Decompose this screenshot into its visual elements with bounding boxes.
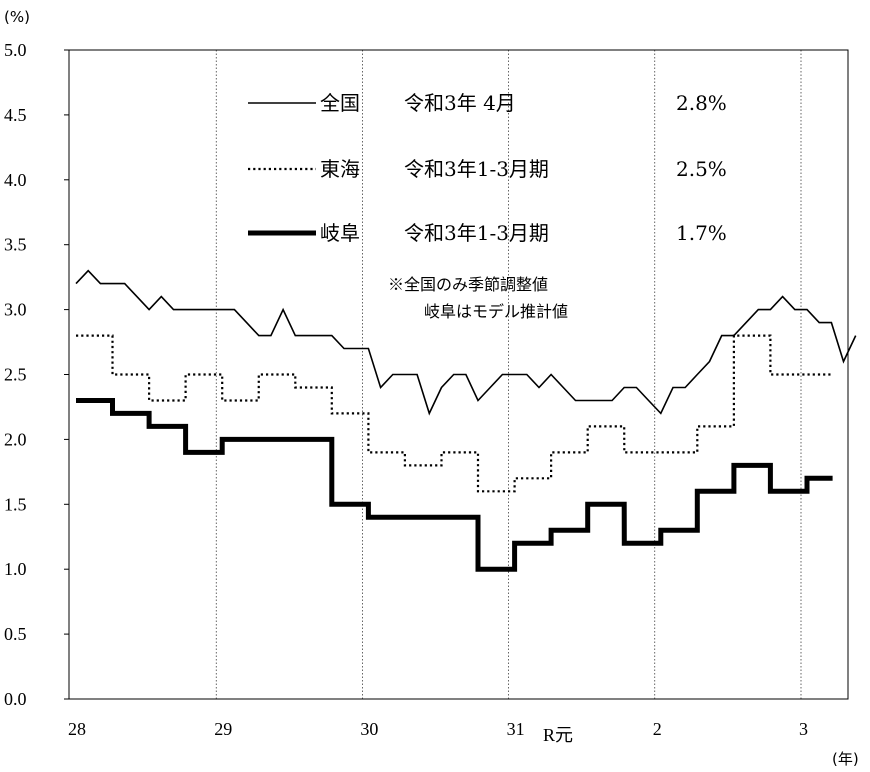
legend-item-tokai: 東海 令和3年1-3月期 2.5%: [248, 157, 727, 181]
y-tick-label: 2.5: [4, 365, 27, 385]
x-axis-ticks: 28 29 30 31 2 3: [68, 719, 808, 739]
y-tick-label: 0.5: [4, 624, 27, 644]
legend-period-gifu: 令和3年1-3月期: [404, 221, 549, 245]
series-line-1: [76, 334, 833, 493]
y-tick-label: 4.5: [4, 105, 27, 125]
legend-label-zenkoku: 全国: [320, 91, 360, 115]
y-tick-label: 4.0: [4, 170, 27, 190]
x-tick-label: 29: [214, 719, 232, 739]
y-axis-unit: (%): [4, 8, 30, 26]
legend-item-gifu: 岐阜 令和3年1-3月期 1.7%: [248, 221, 727, 245]
series-line-0: [75, 269, 857, 416]
x-tick-label: 28: [68, 719, 86, 739]
legend-value-tokai: 2.5%: [676, 157, 727, 181]
y-tick-label: 5.0: [4, 40, 27, 60]
y-tick-label: 2.0: [4, 429, 27, 449]
x-tick-label: 3: [799, 719, 808, 739]
x-tick-label: 2: [653, 719, 662, 739]
y-tick-label: 3.5: [4, 235, 27, 255]
legend-label-tokai: 東海: [320, 157, 360, 181]
x-tick-label: 30: [360, 719, 378, 739]
series-line-2: [76, 398, 833, 572]
y-tick-label: 3.0: [4, 300, 27, 320]
x-axis-unit: (年): [832, 750, 859, 768]
series-lines: [75, 269, 857, 572]
legend: 全国 令和3年 4月 2.8% 東海 令和3年1-3月期 2.5% 岐阜 令和3…: [248, 91, 727, 245]
legend-value-gifu: 1.7%: [676, 221, 727, 245]
y-tick-label: 1.5: [4, 494, 27, 514]
legend-value-zenkoku: 2.8%: [676, 91, 727, 115]
y-tick-label: 1.0: [4, 559, 27, 579]
note-line-1: ※全国のみ季節調整値: [388, 275, 548, 294]
x-tick-label-reiwa-gan: R元: [543, 725, 573, 745]
y-axis-ticks: 0.0 0.5 1.0 1.5 2.0 2.5 3.0 3.5 4.0 4.5 5.0: [4, 40, 69, 709]
legend-period-zenkoku: 令和3年 4月: [404, 91, 516, 115]
note-line-2: 岐阜はモデル推計値: [424, 302, 568, 321]
legend-period-tokai: 令和3年1-3月期: [404, 157, 549, 181]
y-tick-label: 0.0: [4, 689, 27, 709]
legend-label-gifu: 岐阜: [320, 221, 360, 245]
legend-item-zenkoku: 全国 令和3年 4月 2.8%: [248, 91, 727, 115]
x-tick-label: 31: [507, 719, 525, 739]
